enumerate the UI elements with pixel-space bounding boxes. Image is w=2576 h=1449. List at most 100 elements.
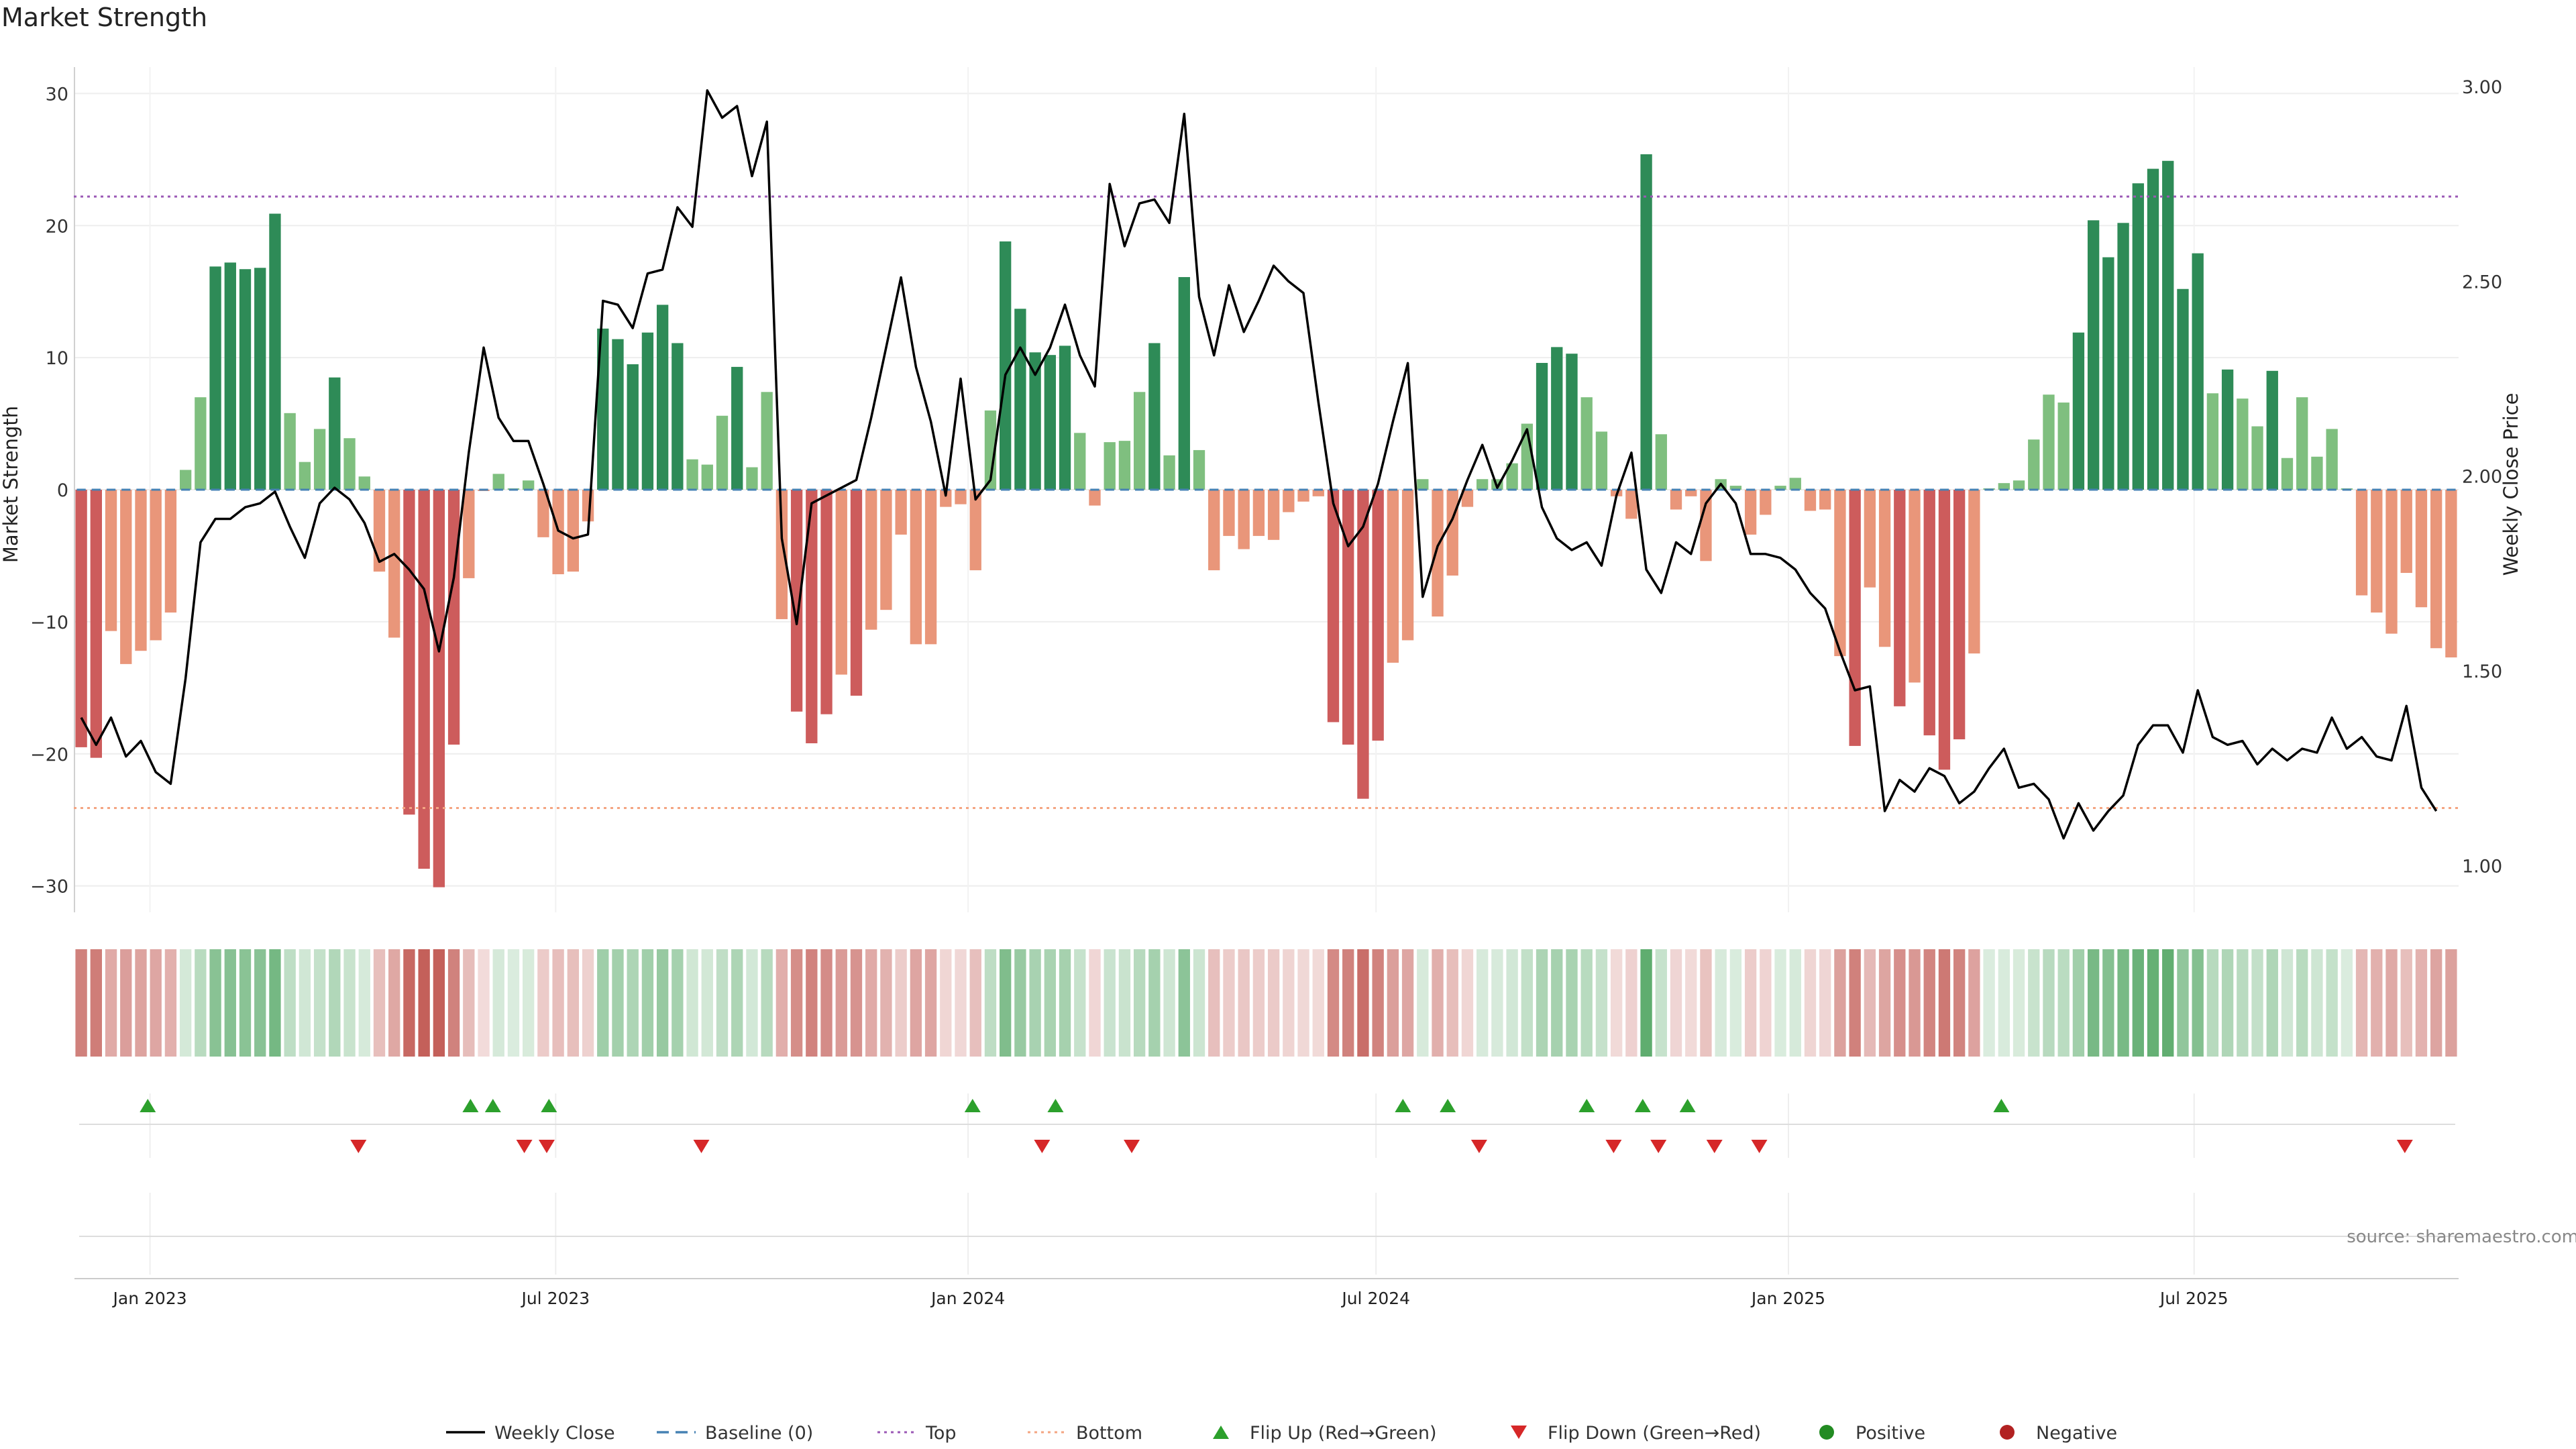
strip-cell (1059, 949, 1071, 1057)
strip-cell (523, 949, 535, 1057)
flip-up-marker (1993, 1099, 2010, 1112)
left-tick-label: 0 (57, 480, 68, 501)
legend: Weekly Close Baseline (0) Top Bottom Flip Up… (446, 1423, 2117, 1444)
legend-item-positive: Positive (1819, 1423, 1925, 1444)
flip-up-marker (484, 1099, 501, 1112)
strip-cell (195, 949, 207, 1057)
left-axis-label: Market Strength (0, 406, 22, 563)
strip-cell (1849, 949, 1861, 1057)
strength-bar (1655, 434, 1667, 490)
strength-bar (2162, 160, 2174, 490)
strip-cell (1938, 949, 1951, 1057)
strength-bar (90, 490, 102, 758)
legend-item-negative: Negative (2000, 1423, 2117, 1444)
strip-cell (507, 949, 520, 1057)
strip-cell (1133, 949, 1146, 1057)
strength-bar (955, 490, 967, 504)
strip-cell (1700, 949, 1712, 1057)
strip-cell (1342, 949, 1354, 1057)
strength-bar (1536, 363, 1548, 490)
strip-cell (1238, 949, 1250, 1057)
strip-cell (329, 949, 341, 1057)
strength-bar (224, 262, 236, 490)
strip-cell (1953, 949, 1966, 1057)
strength-bar (1953, 490, 1966, 740)
strength-bar (761, 392, 773, 490)
strength-bar (775, 490, 788, 619)
strip-cell (135, 949, 147, 1057)
strip-cell (1014, 949, 1026, 1057)
strength-bar (2311, 456, 2323, 490)
strength-bar (433, 490, 445, 888)
strip-cell (433, 949, 445, 1057)
strength-bar (1849, 490, 1861, 746)
gridlines (74, 67, 2459, 1275)
left-tick-label: −20 (30, 745, 68, 765)
strip-cell (597, 949, 609, 1057)
strip-cell (418, 949, 430, 1057)
strength-bar (1834, 490, 1846, 657)
strength-bar (343, 438, 356, 490)
flip-down-marker (538, 1140, 555, 1153)
strip-cell (537, 949, 549, 1057)
legend-label: Positive (1856, 1423, 1925, 1444)
strength-bar (2012, 480, 2025, 490)
strength-bar (552, 490, 564, 574)
strength-bar (746, 467, 758, 490)
strip-cell (209, 949, 221, 1057)
strip-cell (1297, 949, 1309, 1057)
strip-cell (1685, 949, 1697, 1057)
strength-bar (2296, 397, 2308, 490)
strength-bar (1595, 431, 1608, 490)
right-axis-ticks: 3.00 2.50 2.00 1.50 1.00 (2462, 77, 2502, 877)
strength-bar (1580, 397, 1593, 490)
strip-cell (1477, 949, 1489, 1057)
legend-label: Flip Up (Red→Green) (1250, 1423, 1437, 1444)
strength-bar (612, 339, 624, 490)
weekly-close-line (80, 89, 2438, 840)
strip-cell (1267, 949, 1280, 1057)
strip-cell (1923, 949, 1935, 1057)
strength-bar (269, 213, 281, 490)
strength-bar (313, 429, 326, 490)
strength-bar (820, 490, 833, 714)
flip-down-marker (1605, 1140, 1622, 1153)
strength-bar (120, 490, 132, 664)
strength-bar (1938, 490, 1951, 770)
strip-cell (2102, 949, 2114, 1057)
strength-bar (1909, 490, 1921, 683)
strength-bar (686, 459, 698, 490)
strip-cell (269, 949, 281, 1057)
strip-cell (1506, 949, 1518, 1057)
left-axis-ticks: 30 20 10 0 −10 −20 −30 (30, 84, 68, 897)
strip-cell (627, 949, 639, 1057)
strength-bar (567, 490, 579, 572)
strength-bar (940, 490, 952, 507)
strength-bar (209, 266, 221, 490)
strength-bar (1894, 490, 1906, 706)
strip-cell (1670, 949, 1682, 1057)
strip-cell (865, 949, 877, 1057)
strength-bar (2355, 490, 2368, 596)
strength-bar (2072, 332, 2085, 490)
strip-cell (641, 949, 654, 1057)
strip-cell (955, 949, 967, 1057)
strength-bar (195, 397, 207, 490)
x-tick-label: Jul 2024 (1340, 1289, 1410, 1308)
strength-bar (1789, 478, 1801, 490)
strip-cell (299, 949, 311, 1057)
strip-cell (179, 949, 192, 1057)
strip-cell (552, 949, 564, 1057)
strip-cell (746, 949, 758, 1057)
strip-cell (1163, 949, 1175, 1057)
strength-bar (2415, 490, 2428, 608)
strength-bar (2385, 490, 2398, 634)
strip-cell (2385, 949, 2398, 1057)
strength-bar (2028, 439, 2040, 490)
strength-bar (2371, 490, 2383, 613)
strength-bar (284, 413, 296, 490)
strip-cell (1834, 949, 1846, 1057)
strength-bar (865, 490, 877, 630)
strength-bar (790, 490, 803, 712)
strength-bar (2266, 370, 2278, 490)
